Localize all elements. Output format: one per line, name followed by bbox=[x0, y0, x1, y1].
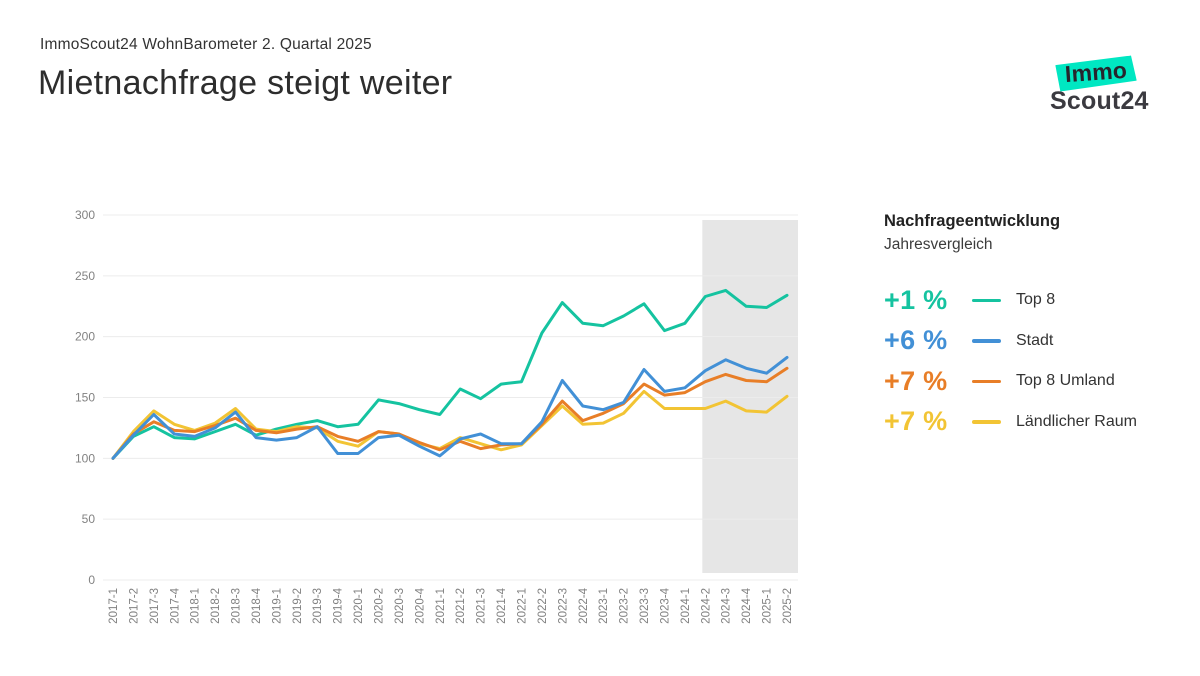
x-tick-label-2019-4: 2019-4 bbox=[333, 587, 345, 623]
line-swatch-stadt bbox=[972, 339, 1001, 343]
x-tick-label-2019-1: 2019-1 bbox=[271, 588, 283, 624]
legend-label-stadt: Stadt bbox=[1016, 331, 1054, 349]
x-tick-label-2017-4: 2017-4 bbox=[169, 587, 181, 623]
legend-row-top8: +1 % Top 8 bbox=[884, 280, 1184, 321]
change-value-top8: +1 % bbox=[884, 284, 948, 315]
y-tick-label-0: 0 bbox=[88, 573, 95, 587]
legend-row-laendlich: +7 % Ländlicher Raum bbox=[884, 402, 1184, 443]
change-value-laendlich: +7 % bbox=[884, 406, 948, 437]
legend-rows: +1 % Top 8 +6 % Stadt +7 % Top 8 Umland … bbox=[884, 280, 1184, 442]
y-tick-label-150: 150 bbox=[75, 391, 95, 405]
x-tick-label-2017-2: 2017-2 bbox=[128, 588, 140, 624]
x-tick-label-2022-2: 2022-2 bbox=[537, 588, 549, 624]
series-line-top-8 bbox=[111, 288, 789, 460]
x-tick-label-2022-4: 2022-4 bbox=[578, 587, 590, 623]
y-tick-label-200: 200 bbox=[75, 330, 95, 344]
x-tick-label-2017-1: 2017-1 bbox=[108, 588, 120, 624]
y-tick-label-100: 100 bbox=[75, 451, 95, 465]
legend-heading: Nachfrageentwicklung bbox=[884, 212, 1061, 230]
logo-scout24-text: Scout24 bbox=[1050, 87, 1149, 115]
x-tick-label-2021-1: 2021-1 bbox=[435, 588, 447, 624]
x-tick-label-2023-2: 2023-2 bbox=[619, 588, 631, 624]
x-tick-label-2025-2: 2025-2 bbox=[782, 588, 794, 624]
x-tick-label-2025-1: 2025-1 bbox=[762, 588, 774, 624]
y-tick-label-50: 50 bbox=[82, 512, 96, 526]
x-tick-label-2022-3: 2022-3 bbox=[557, 588, 569, 624]
x-tick-label-2019-3: 2019-3 bbox=[312, 588, 324, 624]
x-tick-label-2021-2: 2021-2 bbox=[455, 588, 467, 624]
x-tick-label-2018-3: 2018-3 bbox=[231, 588, 243, 624]
series-line-stadt bbox=[111, 355, 789, 460]
chart-legend: Nachfrageentwicklung Jahresvergleich +1 … bbox=[884, 212, 1184, 442]
x-tick-label-2023-4: 2023-4 bbox=[659, 587, 671, 623]
x-tick-label-2020-1: 2020-1 bbox=[353, 588, 365, 624]
x-tick-label-2018-1: 2018-1 bbox=[190, 588, 202, 624]
x-tick-label-2017-3: 2017-3 bbox=[149, 588, 161, 624]
x-tick-label-2023-3: 2023-3 bbox=[639, 588, 651, 624]
x-tick-label-2024-1: 2024-1 bbox=[680, 588, 692, 624]
x-tick-label-2021-3: 2021-3 bbox=[476, 588, 488, 624]
legend-row-stadt: +6 % Stadt bbox=[884, 321, 1184, 362]
line-swatch-top8 bbox=[972, 298, 1001, 302]
legend-label-top8: Top 8 bbox=[1016, 291, 1056, 309]
x-tick-label-2019-2: 2019-2 bbox=[292, 588, 304, 624]
series-line-l-ndlicher-raum bbox=[111, 389, 789, 460]
highlight-region bbox=[702, 220, 798, 573]
x-tick-label-2024-4: 2024-4 bbox=[741, 587, 753, 623]
x-tick-label-2020-4: 2020-4 bbox=[414, 587, 426, 623]
change-value-umland: +7 % bbox=[884, 365, 948, 396]
change-value-stadt: +6 % bbox=[884, 325, 948, 356]
line-swatch-laendlich bbox=[972, 420, 1001, 424]
x-tick-label-2024-2: 2024-2 bbox=[700, 588, 712, 624]
line-swatch-umland bbox=[972, 379, 1001, 383]
immoscout24-logo: Immo Scout24 bbox=[1050, 58, 1149, 116]
legend-label-laendlich: Ländlicher Raum bbox=[1016, 412, 1137, 430]
x-tick-label-2022-1: 2022-1 bbox=[516, 588, 528, 624]
x-tick-label-2018-2: 2018-2 bbox=[210, 588, 222, 624]
legend-subheading: Jahresvergleich bbox=[884, 236, 993, 253]
y-tick-label-300: 300 bbox=[75, 208, 95, 222]
y-tick-label-250: 250 bbox=[75, 269, 95, 283]
x-tick-label-2023-1: 2023-1 bbox=[598, 588, 610, 624]
x-tick-label-2020-3: 2020-3 bbox=[394, 588, 406, 624]
x-tick-label-2024-3: 2024-3 bbox=[721, 588, 733, 624]
x-tick-label-2021-4: 2021-4 bbox=[496, 587, 508, 623]
x-tick-label-2018-4: 2018-4 bbox=[251, 587, 263, 623]
page-title: Mietnachfrage steigt weiter bbox=[38, 64, 453, 102]
legend-row-umland: +7 % Top 8 Umland bbox=[884, 361, 1184, 402]
x-tick-label-2020-2: 2020-2 bbox=[374, 588, 386, 624]
series-line-top-8-umland bbox=[111, 366, 789, 460]
legend-label-umland: Top 8 Umland bbox=[1016, 372, 1115, 390]
report-kicker: ImmoScout24 WohnBarometer 2. Quartal 202… bbox=[40, 36, 372, 53]
